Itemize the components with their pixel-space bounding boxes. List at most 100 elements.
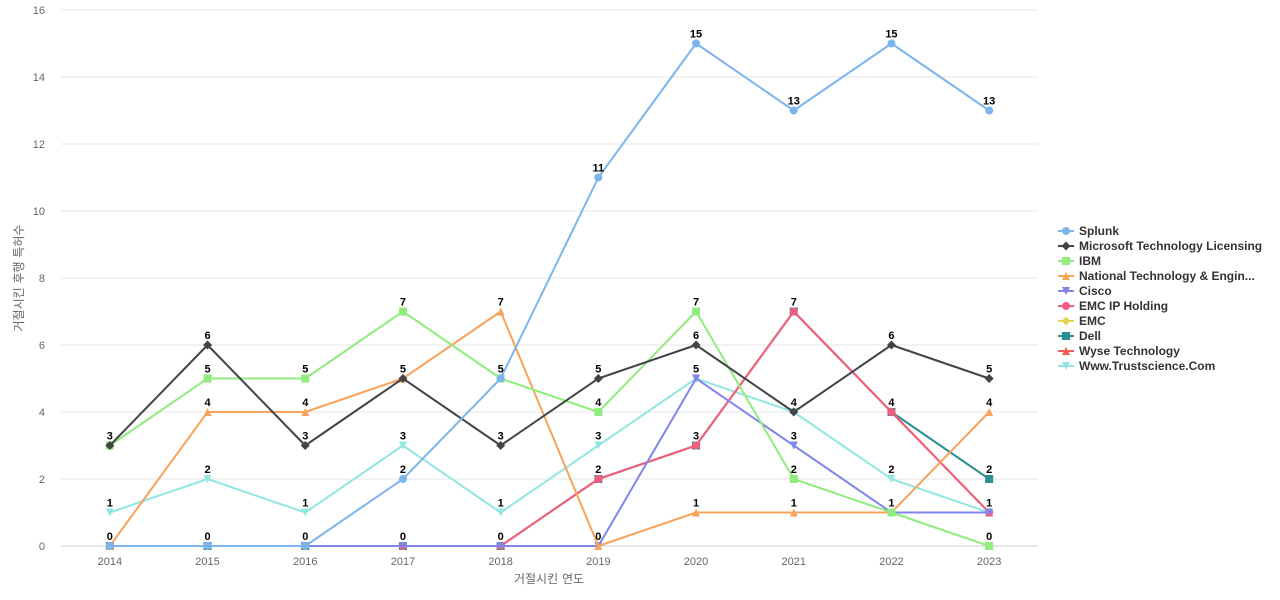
- point-marker: [692, 39, 701, 48]
- y-axis-title: 거절시킨 후행 특허수: [11, 225, 26, 332]
- data-label: 1: [107, 498, 113, 510]
- legend-label: Www.Trustscience.Com: [1079, 359, 1215, 373]
- x-tick-label: 2019: [586, 556, 610, 568]
- point-marker: [301, 542, 310, 550]
- point-marker: [887, 39, 896, 48]
- point-marker: [203, 475, 212, 483]
- data-label: 0: [107, 531, 113, 543]
- legend-marker: [1062, 362, 1070, 370]
- data-label: 5: [400, 364, 406, 376]
- y-tick-label: 14: [33, 72, 45, 84]
- point-marker: [203, 542, 212, 550]
- point-marker: [398, 475, 407, 483]
- point-marker: [105, 441, 115, 450]
- x-axis: 2014 2015 2016 2017 2018 2019 2020 2021 2022 2023: [98, 556, 1002, 568]
- legend-marker: [1062, 332, 1070, 340]
- legend-item: Microsoft Technology Licensing: [1058, 239, 1262, 253]
- data-label: 3: [595, 431, 601, 443]
- point-marker: [496, 542, 505, 550]
- point-marker: [887, 508, 896, 517]
- data-label: 15: [885, 29, 897, 41]
- y-axis: 0 2 4 6 8 10 12 14 16: [33, 5, 45, 553]
- legend-item: IBM: [1058, 254, 1101, 268]
- legend-item: EMC: [1058, 314, 1106, 328]
- x-tick-label: 2015: [195, 556, 219, 568]
- y-tick-label: 10: [33, 206, 45, 218]
- point-marker: [593, 374, 603, 383]
- data-label: 1: [498, 498, 504, 510]
- point-marker: [594, 475, 603, 483]
- legend-label: Microsoft Technology Licensing: [1079, 239, 1262, 253]
- data-label: 4: [595, 397, 602, 409]
- data-label: 3: [498, 431, 504, 443]
- data-label: 1: [791, 498, 797, 510]
- y-tick-label: 16: [33, 5, 45, 17]
- series-national-technology-engin: [105, 307, 994, 550]
- series-line: [109, 344, 990, 447]
- data-label: 6: [204, 330, 210, 342]
- data-label: 3: [791, 431, 797, 443]
- legend-item: Splunk: [1058, 224, 1119, 238]
- data-label: 5: [302, 364, 308, 376]
- data-label: 4: [986, 397, 993, 409]
- y-tick-label: 12: [33, 139, 45, 151]
- legend-label: Wyse Technology: [1079, 344, 1180, 358]
- legend-item: Dell: [1058, 329, 1101, 343]
- point-marker: [984, 374, 994, 383]
- data-label: 3: [107, 431, 113, 443]
- point-marker: [692, 307, 701, 316]
- data-label: 7: [498, 297, 504, 309]
- series-splunk: [105, 39, 994, 550]
- legend-marker: [1061, 241, 1071, 251]
- y-tick-label: 8: [39, 273, 45, 285]
- point-marker: [985, 106, 994, 115]
- data-label: 2: [595, 464, 601, 476]
- legend-marker: [1061, 316, 1071, 326]
- point-marker: [398, 441, 407, 450]
- point-marker: [692, 374, 701, 383]
- series-line: [109, 377, 990, 547]
- point-marker: [496, 307, 505, 316]
- point-marker: [789, 441, 798, 450]
- point-marker: [301, 408, 310, 416]
- point-marker: [789, 307, 798, 316]
- x-tick-label: 2021: [782, 556, 806, 568]
- point-marker: [105, 508, 114, 517]
- point-marker: [789, 106, 798, 115]
- y-tick-label: 2: [39, 474, 45, 486]
- data-label: 0: [204, 531, 210, 543]
- point-marker: [594, 408, 603, 416]
- data-label: 4: [204, 397, 211, 409]
- data-label: 2: [986, 464, 992, 476]
- legend-item: Wyse Technology: [1058, 344, 1180, 358]
- data-label: 6: [693, 330, 699, 342]
- data-label: 7: [791, 297, 797, 309]
- data-label: 1: [693, 498, 699, 510]
- y-tick-label: 6: [39, 340, 45, 352]
- data-label: 11: [593, 163, 605, 175]
- point-marker: [398, 374, 408, 383]
- data-label: 5: [498, 364, 504, 376]
- data-label: 6: [888, 330, 894, 342]
- x-axis-title: 거절시킨 연도: [514, 572, 584, 586]
- data-label: 4: [791, 397, 798, 409]
- series-line: [109, 377, 990, 514]
- point-marker: [985, 475, 994, 483]
- legend-label: IBM: [1079, 254, 1101, 268]
- legend-marker: [1062, 272, 1070, 280]
- data-label: 2: [400, 464, 406, 476]
- series-microsoft-technology-licensing: [105, 340, 994, 450]
- series-line: [109, 42, 990, 547]
- legend-label: Dell: [1079, 329, 1101, 343]
- x-tick-label: 2023: [977, 556, 1001, 568]
- data-label: 5: [986, 364, 992, 376]
- data-label: 5: [693, 364, 699, 376]
- point-marker: [887, 408, 896, 416]
- data-label: 7: [400, 297, 406, 309]
- x-tick-label: 2018: [488, 556, 512, 568]
- data-label: 15: [690, 29, 702, 41]
- data-label: 13: [983, 96, 995, 108]
- data-label: 5: [204, 364, 210, 376]
